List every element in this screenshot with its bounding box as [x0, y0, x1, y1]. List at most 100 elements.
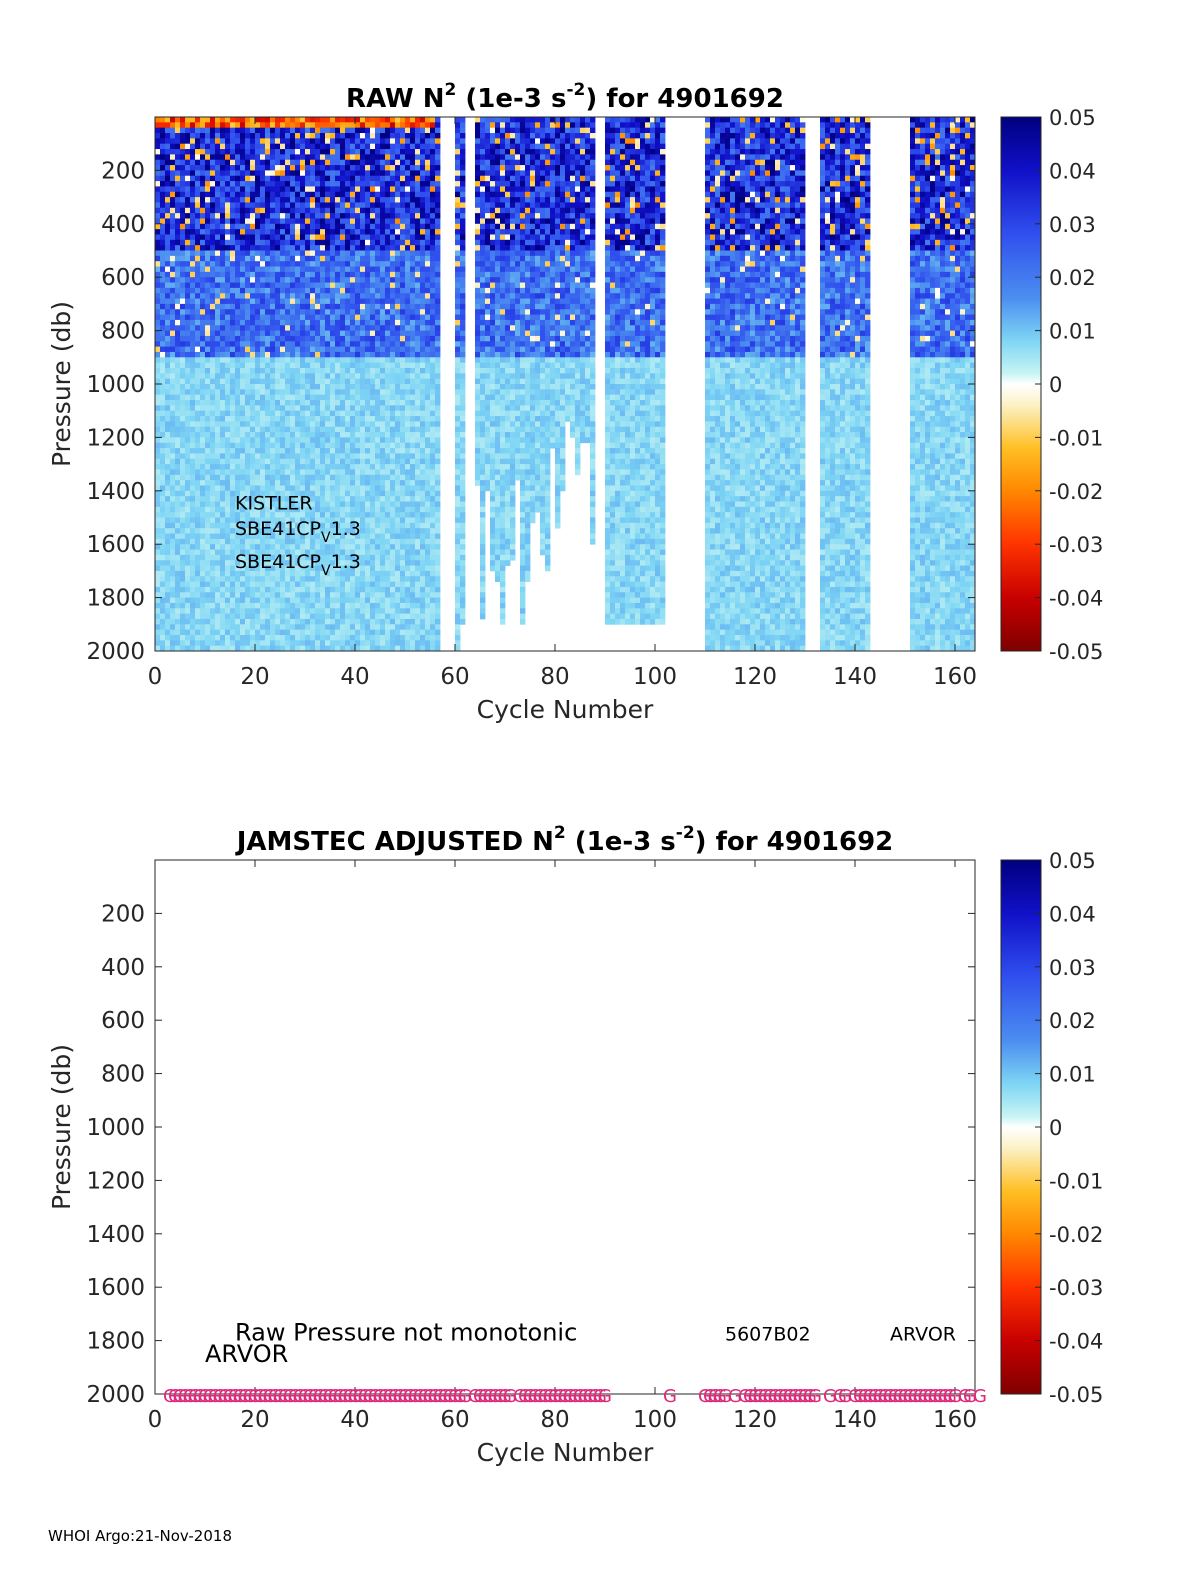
- heat-cell: [305, 293, 311, 299]
- heat-cell: [275, 517, 281, 524]
- heat-cell: [350, 613, 356, 620]
- heat-cell: [350, 223, 356, 230]
- heat-cell: [315, 496, 321, 502]
- heat-cell: [155, 384, 161, 390]
- heat-cell: [200, 485, 206, 492]
- heat-cell: [270, 453, 276, 460]
- heat-cell: [180, 207, 186, 214]
- heat-cell: [365, 533, 371, 540]
- heat-cell: [155, 319, 161, 326]
- heat-cell: [345, 474, 351, 481]
- heat-cell: [375, 143, 381, 150]
- heat-cell: [275, 581, 281, 588]
- heat-cell: [320, 394, 326, 401]
- heat-cell: [255, 501, 261, 508]
- heat-cell: [360, 474, 366, 481]
- heat-cell: [370, 448, 376, 454]
- heat-cell: [370, 618, 376, 625]
- heat-cell: [285, 245, 291, 251]
- heat-cell: [345, 400, 351, 406]
- heat-cell: [250, 581, 256, 588]
- heat-cell: [225, 197, 231, 203]
- heat-cell: [370, 229, 376, 235]
- heat-cell: [280, 277, 286, 283]
- heat-cell: [180, 133, 186, 139]
- heat-cell: [305, 560, 311, 566]
- heat-cell: [370, 271, 376, 278]
- heat-cell: [315, 442, 321, 449]
- heat-cell: [370, 597, 376, 604]
- heat-cell: [350, 544, 356, 550]
- heat-cell: [245, 592, 251, 598]
- heat-cell: [360, 341, 366, 348]
- heat-cell: [260, 570, 266, 577]
- heat-cell: [300, 266, 306, 273]
- heat-cell: [375, 640, 381, 647]
- heat-cell: [360, 154, 366, 161]
- heat-cell: [260, 597, 266, 604]
- heat-cell: [270, 245, 276, 251]
- heat-cell: [320, 416, 326, 422]
- heat-cell: [355, 480, 361, 486]
- heat-cell: [295, 581, 301, 588]
- heat-cell: [265, 298, 271, 305]
- heat-cell: [300, 351, 306, 358]
- heat-cell: [170, 384, 176, 390]
- heat-cell: [265, 293, 271, 299]
- heat-cell: [165, 597, 171, 604]
- heat-cell: [205, 159, 211, 166]
- heat-cell: [340, 159, 346, 166]
- heat-cell: [225, 143, 231, 150]
- heat-cell: [250, 143, 256, 150]
- heat-cell: [155, 597, 161, 604]
- heat-cell: [375, 394, 381, 401]
- heat-cell: [390, 186, 396, 193]
- heat-cell: [200, 117, 206, 123]
- heat-cell: [310, 319, 316, 326]
- heat-cell: [325, 127, 331, 134]
- heat-cell: [180, 175, 186, 182]
- heat-cell: [370, 303, 376, 310]
- heat-cell: [295, 266, 301, 273]
- heat-cell: [215, 485, 221, 492]
- heat-cell: [205, 362, 211, 369]
- heat-cell: [260, 410, 266, 417]
- heat-cell: [390, 250, 396, 257]
- heat-cell: [200, 469, 206, 476]
- heat-cell: [370, 586, 376, 593]
- heat-cell: [315, 528, 321, 534]
- heat-cell: [315, 223, 321, 230]
- heat-cell: [370, 517, 376, 524]
- heat-cell: [385, 165, 391, 171]
- heat-cell: [340, 597, 346, 604]
- heat-cell: [395, 266, 401, 273]
- heat-cell: [190, 645, 196, 651]
- heat-cell: [215, 303, 221, 310]
- heat-cell: [255, 432, 261, 438]
- heat-cell: [215, 432, 221, 438]
- heat-cell: [245, 608, 251, 615]
- heat-cell: [390, 629, 396, 636]
- heat-cell: [355, 496, 361, 502]
- heat-cell: [255, 325, 261, 331]
- heat-cell: [225, 287, 231, 294]
- heat-cell: [375, 133, 381, 139]
- heat-cell: [210, 576, 216, 582]
- heat-cell: [370, 154, 376, 161]
- heat-cell: [205, 608, 211, 615]
- heat-cell: [310, 442, 316, 449]
- heat-cell: [380, 437, 386, 444]
- heat-cell: [230, 570, 236, 577]
- heat-cell: [160, 122, 166, 129]
- heat-cell: [335, 501, 341, 508]
- heat-cell: [180, 170, 186, 177]
- heat-cell: [360, 138, 366, 145]
- heat-cell: [395, 517, 401, 524]
- heat-cell: [190, 303, 196, 310]
- heat-cell: [205, 165, 211, 171]
- heat-cell: [355, 197, 361, 203]
- heat-cell: [195, 127, 201, 134]
- heat-cell: [370, 490, 376, 497]
- heat-cell: [335, 400, 341, 406]
- heat-cell: [220, 496, 226, 502]
